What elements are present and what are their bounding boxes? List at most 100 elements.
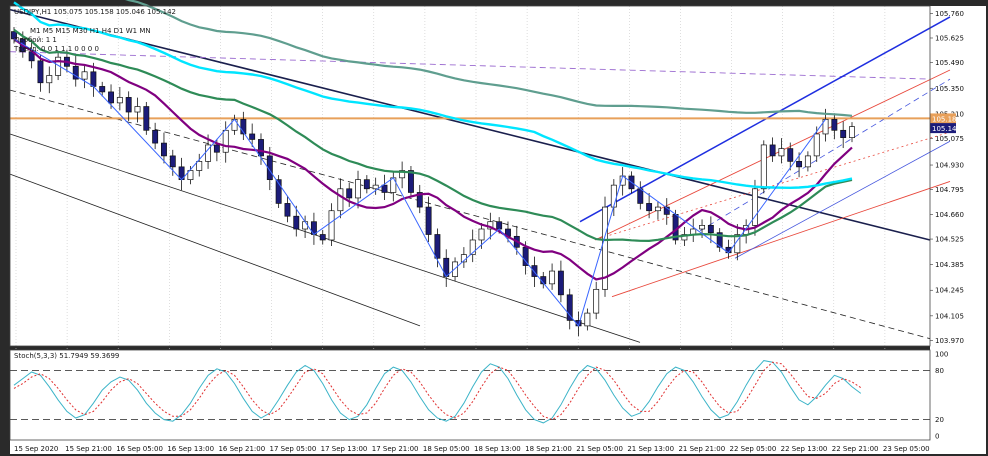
price-tick-label: 104.105 [935, 312, 964, 320]
candle[interactable] [646, 193, 653, 219]
candle[interactable] [46, 66, 53, 94]
candle-body [778, 148, 785, 157]
time-tick-label: 18 Sep 05:00 [423, 445, 470, 453]
candle[interactable] [143, 101, 150, 135]
candle-body [566, 294, 573, 321]
candle[interactable] [381, 174, 388, 200]
candle-body [681, 234, 688, 241]
candle[interactable] [152, 122, 159, 150]
stoch-scale-label: 80 [935, 367, 944, 375]
time-tick-label: 16 Sep 05:00 [116, 445, 163, 453]
candle[interactable] [37, 54, 44, 92]
candle[interactable] [707, 216, 714, 244]
candle-body [346, 188, 353, 199]
candle[interactable] [566, 288, 573, 330]
candle-body [716, 232, 723, 248]
candle[interactable] [425, 196, 432, 242]
candle-body [258, 139, 264, 157]
stoch-panel-border [9, 349, 931, 441]
stochastic-plot-area [10, 350, 930, 440]
candle[interactable] [134, 97, 141, 123]
price-tick-label: 104.385 [935, 261, 964, 269]
candle-body [187, 170, 194, 181]
candle[interactable] [716, 228, 723, 252]
time-tick-label: 15 Sep 21:00 [65, 445, 112, 453]
blue-dashed-line [699, 78, 951, 232]
candle[interactable] [196, 153, 203, 177]
candle[interactable] [549, 263, 556, 290]
price-tick-label: 104.795 [935, 186, 964, 194]
candle-body [699, 225, 705, 230]
time-tick-label: 16 Sep 21:00 [218, 445, 265, 453]
candle[interactable] [787, 142, 794, 171]
candle[interactable] [284, 195, 291, 223]
trend-row: Тренд: 0 0 1 1 1 0 0 0 0 [13, 45, 99, 53]
symbol-ohlc-label: USDJPY,H1 105.075 105.158 105.046 105.14… [14, 8, 176, 16]
candle[interactable] [813, 126, 820, 162]
candle[interactable] [81, 65, 88, 89]
candle-body [266, 155, 273, 181]
candle-body [249, 133, 256, 140]
candle[interactable] [72, 55, 79, 87]
candle[interactable] [372, 177, 379, 195]
candle[interactable] [769, 137, 776, 162]
candle[interactable] [760, 140, 767, 194]
time-tick-label: 17 Sep 13:00 [321, 445, 368, 453]
ma-teal-line [124, 0, 853, 117]
candle[interactable] [399, 161, 406, 189]
candle[interactable] [116, 86, 123, 111]
candle-body [610, 184, 617, 208]
time-tick-label: 15 Sep 2020 [14, 445, 58, 453]
candle[interactable] [275, 175, 282, 208]
candle[interactable] [346, 182, 353, 207]
candle[interactable] [469, 229, 476, 263]
candle[interactable] [654, 201, 661, 220]
candle[interactable] [557, 260, 564, 303]
candle[interactable] [593, 281, 600, 320]
candle[interactable] [363, 175, 370, 194]
candle-body [707, 225, 714, 234]
candle[interactable] [840, 121, 847, 149]
candle-body [363, 179, 370, 190]
candle-body [328, 210, 335, 241]
candle[interactable] [328, 203, 335, 247]
candle-body [302, 221, 309, 230]
candle-body [319, 234, 326, 241]
candle[interactable] [222, 121, 229, 163]
candle[interactable] [849, 122, 855, 143]
candle-body [646, 203, 653, 212]
candle[interactable] [778, 138, 785, 164]
candle[interactable] [99, 81, 106, 97]
candle-body [787, 148, 794, 162]
candle-body [840, 129, 847, 138]
candle[interactable] [602, 196, 608, 297]
red-dotted-line [599, 131, 951, 239]
candle[interactable] [584, 308, 591, 331]
candle[interactable] [249, 123, 256, 147]
price-panel-border [9, 5, 931, 347]
candle[interactable] [804, 151, 811, 172]
blue-lower-line [734, 140, 951, 259]
candle[interactable] [258, 133, 264, 165]
candle[interactable] [416, 184, 423, 214]
candle[interactable] [796, 152, 803, 178]
breakout-row: Пробой: 1 1 [14, 36, 57, 44]
time-tick-label: 18 Sep 13:00 [474, 445, 521, 453]
candle[interactable] [337, 178, 344, 219]
candle[interactable] [831, 113, 838, 140]
candle[interactable] [125, 91, 132, 121]
candle[interactable] [293, 205, 300, 237]
candle[interactable] [266, 146, 273, 191]
candle[interactable] [161, 132, 167, 164]
price-tick-label: 104.660 [935, 211, 964, 219]
candle[interactable] [169, 149, 176, 176]
candle[interactable] [355, 170, 361, 209]
price-chart-panel[interactable]: 15 Sep 2020 15 Sep 21:00 16 Sep 05:00 16 Se… [9, 0, 986, 454]
candle[interactable] [663, 198, 670, 225]
candle-body [407, 170, 414, 193]
candle[interactable] [240, 111, 247, 140]
stochastic-panel[interactable]: 100 80 20 0 [9, 349, 948, 441]
candle[interactable] [407, 165, 414, 198]
candle[interactable] [319, 229, 326, 245]
